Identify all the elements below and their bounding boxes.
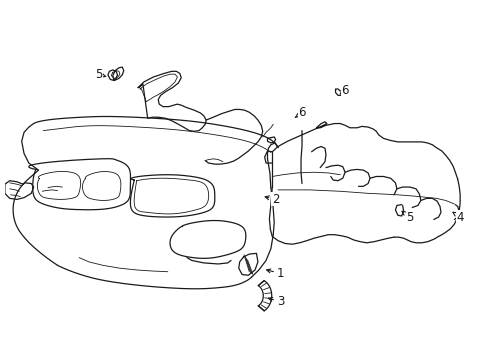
Text: 6: 6 (295, 107, 305, 120)
Text: 6: 6 (340, 84, 348, 96)
Text: 1: 1 (266, 267, 284, 280)
Text: 3: 3 (268, 295, 284, 308)
Text: 4: 4 (452, 211, 463, 224)
Text: 2: 2 (264, 193, 279, 206)
Text: 5: 5 (95, 68, 105, 81)
Text: 5: 5 (401, 211, 413, 224)
